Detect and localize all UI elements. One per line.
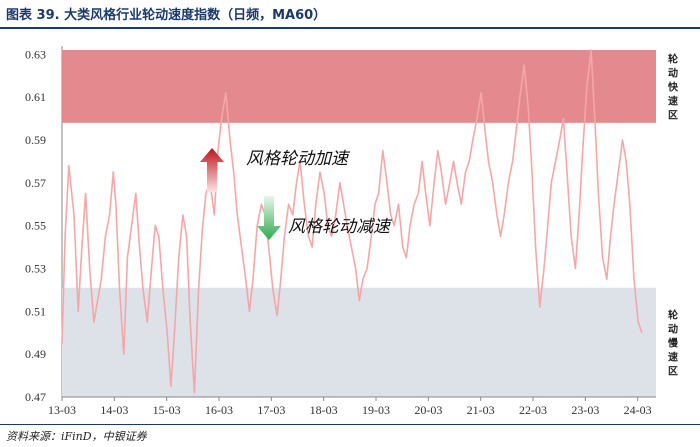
- annotation-accelerate: 风格轮动加速: [246, 149, 351, 169]
- y-tick-label: 0.51: [25, 304, 46, 318]
- y-tick-label: 0.57: [25, 176, 46, 190]
- y-tick-label: 0.55: [25, 219, 46, 233]
- source-note: 资料来源：iFinD，中银证券: [6, 430, 147, 443]
- x-tick-label: 17-03: [257, 403, 285, 417]
- series-line: [61, 49, 643, 394]
- y-tick-label: 0.59: [25, 133, 46, 147]
- zones: [62, 50, 656, 397]
- series-layer: [61, 49, 643, 394]
- footer-rule: [0, 424, 700, 425]
- zone-label-fast: 轮动快速区: [667, 52, 679, 121]
- y-tick-label: 0.63: [25, 47, 46, 61]
- y-tick-label: 0.47: [25, 390, 46, 404]
- x-tick-label: 23-03: [571, 403, 599, 417]
- x-axis: 13-03 14-03 15-03 16-03 17-03 18-03 19-03 20-03…: [48, 396, 656, 417]
- annotation-decelerate: 风格轮动减速: [288, 217, 393, 237]
- zone-fast: [62, 50, 656, 123]
- x-tick-label: 24-03: [624, 403, 652, 417]
- x-tick-label: 16-03: [205, 403, 233, 417]
- y-axis: 0.47 0.49 0.51 0.53 0.55 0.57 0.59 0.61 0.63: [25, 46, 63, 404]
- zone-slow: [62, 287, 656, 397]
- y-tick-label: 0.53: [25, 261, 46, 275]
- x-tick-label: 13-03: [48, 403, 76, 417]
- x-tick-label: 19-03: [362, 403, 390, 417]
- y-tick-label: 0.49: [25, 347, 46, 361]
- x-tick-label: 21-03: [467, 403, 495, 417]
- zone-label-slow: 轮动慢速区: [668, 308, 679, 377]
- x-tick-label: 22-03: [519, 403, 547, 417]
- chart-title: 图表 39. 大类风格行业轮动速度指数（日频，MA60）: [6, 8, 327, 23]
- x-tick-label: 20-03: [414, 403, 442, 417]
- accelerate-arrow-icon: [200, 148, 224, 192]
- decelerate-arrow-icon: [257, 196, 281, 240]
- x-tick-label: 18-03: [310, 403, 338, 417]
- title-rule: [0, 27, 700, 29]
- x-tick-label: 14-03: [100, 403, 128, 417]
- x-tick-label: 15-03: [153, 403, 181, 417]
- y-tick-label: 0.61: [25, 90, 46, 104]
